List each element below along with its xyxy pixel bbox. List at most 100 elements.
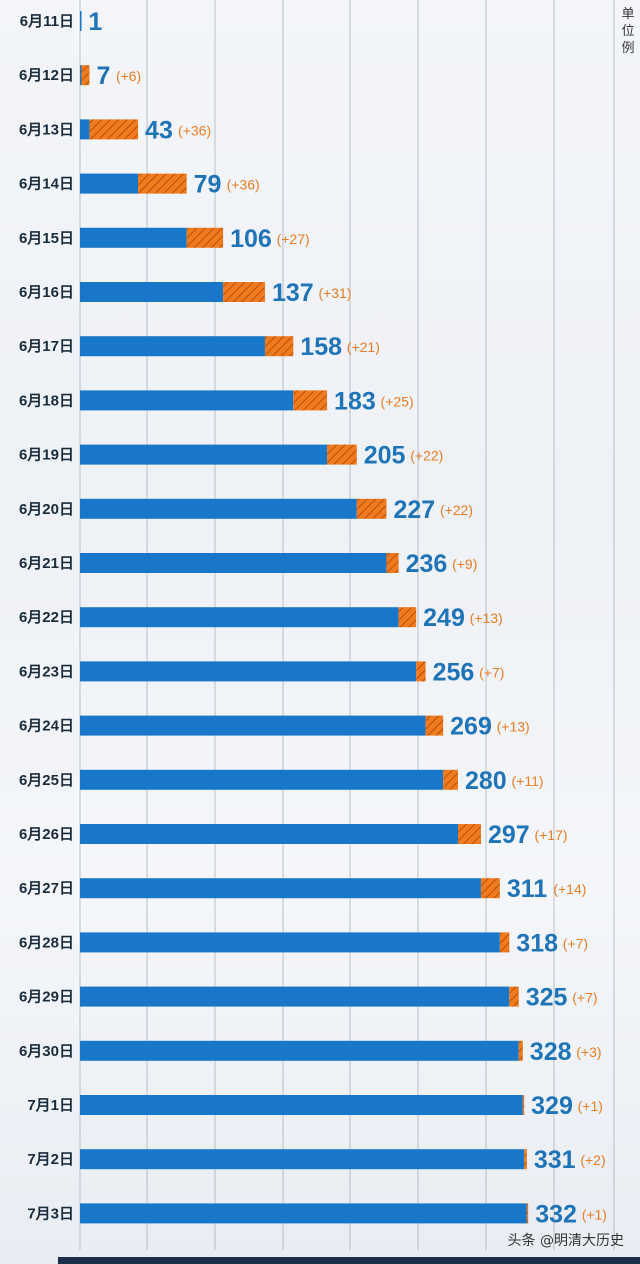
total-label: 43 [145,116,173,144]
date-label: 6月21日 [19,555,74,572]
delta-label: (+36) [178,122,211,138]
delta-label: (+13) [497,719,530,735]
total-label: 106 [230,225,272,253]
increment-bar [526,1203,529,1224]
date-label: 6月13日 [19,121,74,138]
total-label: 227 [393,496,435,524]
base-bar [80,1149,525,1170]
date-label: 6月16日 [19,284,74,301]
base-bar [80,607,399,628]
date-label: 6月20日 [19,501,74,518]
base-bar [80,444,328,465]
base-bar [80,932,500,953]
date-label: 6月15日 [19,230,74,247]
watermark: 头条 @明清大历史 [507,1233,624,1249]
total-label: 249 [423,604,465,632]
total-label: 297 [488,821,530,849]
date-label: 6月14日 [19,176,74,193]
total-label: 79 [194,171,222,199]
increment-bar [223,282,265,302]
base-bar [80,498,357,519]
delta-label: (+36) [227,177,260,193]
delta-label: (+22) [440,502,473,518]
delta-label: (+7) [563,935,588,951]
date-label: 6月30日 [19,1043,74,1060]
increment-bar [327,444,357,465]
increment-bar [416,661,426,682]
delta-label: (+7) [572,990,597,1006]
base-bar [80,878,481,899]
base-bar [80,11,82,31]
increment-bar [522,1095,525,1115]
base-bar [80,553,387,573]
base-bar [80,336,265,357]
increment-bar [186,227,224,248]
date-label: 6月19日 [19,447,74,464]
delta-label: (+31) [318,285,351,301]
date-label: 6月28日 [19,934,74,951]
base-bar [80,824,458,844]
increment-bar [398,607,417,628]
footer-bar [58,1257,640,1264]
date-label: 6月29日 [19,989,74,1006]
date-label: 6月22日 [19,609,74,626]
date-label: 6月24日 [19,718,74,735]
bars [80,11,529,1224]
total-label: 183 [334,387,376,415]
increment-bar [443,769,458,790]
total-label: 311 [507,875,547,903]
total-label: 1 [88,8,102,36]
base-bar [80,1203,527,1224]
increment-bar [458,824,481,844]
total-label: 256 [433,658,475,686]
increment-bar [89,119,139,140]
delta-label: (+11) [512,773,544,789]
base-bar [80,65,82,86]
delta-label: (+1) [582,1206,607,1222]
base-bar [80,986,510,1007]
delta-label: (+7) [479,664,504,680]
increment-bar [518,1040,523,1061]
total-label: 269 [450,713,492,741]
total-label: 329 [531,1092,573,1120]
unit-label: 单位例 [621,7,635,56]
date-label: 6月23日 [19,663,74,680]
base-bar [80,173,139,194]
increment-bar [356,498,387,519]
total-label: 236 [406,550,448,578]
delta-label: (+2) [580,1152,605,1168]
increment-bar [264,336,294,357]
increment-bar [386,553,399,573]
delta-label: (+22) [410,448,443,464]
increment-bar [81,65,90,86]
date-label: 7月1日 [27,1097,74,1114]
delta-label: (+1) [578,1098,603,1114]
total-label: 205 [364,442,406,470]
base-bar [80,661,417,682]
date-label: 6月26日 [19,826,74,843]
total-label: 7 [96,62,110,90]
base-bar [80,715,426,736]
date-label: 6月12日 [19,67,74,84]
total-label: 328 [530,1038,572,1066]
delta-label: (+27) [277,231,310,247]
base-bar [80,1040,519,1061]
base-bar [80,1095,523,1115]
total-label: 137 [272,279,314,307]
delta-label: (+21) [347,339,380,355]
base-bar [80,119,90,140]
increment-bar [499,932,510,953]
date-label: 7月2日 [27,1151,74,1168]
date-label: 6月18日 [19,392,74,409]
base-bar [80,769,444,790]
increment-bar [138,173,187,194]
date-label: 6月11日 [20,13,74,30]
total-label: 331 [534,1146,576,1174]
delta-label: (+6) [116,68,141,84]
date-label: 6月17日 [19,338,74,355]
total-label: 158 [300,333,342,361]
delta-label: (+17) [534,827,567,843]
total-label: 332 [535,1200,577,1228]
base-bar [80,390,294,411]
